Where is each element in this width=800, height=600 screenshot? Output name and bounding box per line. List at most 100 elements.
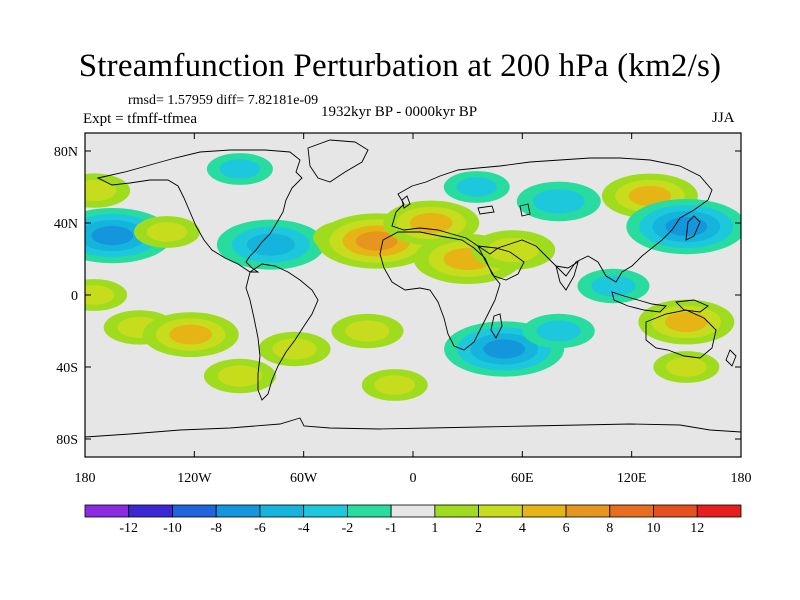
lon-tick-label: 0 — [410, 471, 417, 486]
lat-tick-label: 0 — [71, 289, 78, 304]
contour-fill — [85, 180, 117, 202]
contour-fill — [374, 375, 416, 395]
lon-tick-label: 120E — [617, 471, 647, 486]
colorbar-label: 10 — [647, 521, 661, 536]
lat-tick-label: 80S — [56, 433, 78, 448]
lat-tick-label: 40N — [54, 217, 78, 232]
colorbar-swatch — [172, 504, 217, 518]
colorbar-label: -8 — [210, 521, 222, 536]
lat-tick-label: 40S — [56, 361, 78, 376]
colorbar-swatch — [478, 504, 523, 518]
anomaly-region — [206, 153, 273, 185]
lat-tick-label: 80N — [54, 145, 78, 160]
axis-ticks: 180 120W 60W 0 60E 120E 180 80N 40N 0 40S 80S — [54, 133, 752, 486]
coastline-north-america — [96, 149, 303, 273]
coastline-india — [555, 261, 579, 291]
colorbar-label: 12 — [690, 521, 704, 536]
colorbar-label: -4 — [298, 521, 310, 536]
anomaly-region — [443, 171, 510, 203]
contour-fill — [532, 189, 585, 214]
anomaly-region — [638, 299, 735, 345]
colorbar: -12 -10 -8 -6 -4 -2 -1 1 2 4 6 8 10 12 — [84, 504, 742, 536]
lon-tick-label: 180 — [75, 471, 96, 486]
colorbar-swatch — [653, 504, 698, 518]
coastline-black-sea — [477, 205, 495, 215]
colorbar-swatch — [565, 504, 611, 518]
colorbar-label: -12 — [119, 521, 138, 536]
lon-tick-label: 60E — [511, 471, 534, 486]
colorbar-swatch — [259, 504, 305, 518]
anomaly-region — [516, 181, 601, 222]
coastline-madagascar — [490, 313, 503, 339]
contour-fill — [146, 222, 188, 242]
contour-fill — [91, 226, 134, 246]
lon-tick-label: 60W — [290, 471, 318, 486]
season-label: JJA — [712, 110, 735, 126]
anomaly-region — [577, 268, 650, 304]
rmsd-value: rmsd= 1.57959 — [128, 93, 213, 108]
coastline-eurasia — [391, 157, 713, 283]
coastline-south-america — [245, 263, 319, 401]
contour-fill — [487, 237, 540, 263]
colorbar-label: 1 — [431, 521, 438, 536]
lon-tick-label: 180 — [731, 471, 752, 486]
stats-line: rmsd= 1.57959 diff= 7.82181e-09 — [128, 93, 318, 109]
field-layer — [85, 133, 741, 457]
contour-fill — [272, 338, 317, 360]
colorbar-label: 6 — [563, 521, 570, 536]
anomaly-region — [626, 199, 741, 255]
colorbar-swatch — [434, 504, 480, 518]
coastline-indonesia — [611, 291, 667, 313]
lon-tick-label: 120W — [177, 471, 212, 486]
anomaly-region — [216, 219, 325, 270]
colorbar-swatch — [390, 504, 436, 518]
contour-fill — [85, 285, 115, 305]
contour-fill — [628, 186, 672, 206]
coastline-new-guinea — [675, 299, 709, 313]
anomaly-region — [203, 358, 276, 394]
experiment-label: Expt = tfmff-tfmea — [83, 111, 197, 127]
colorbar-swatch — [696, 504, 742, 518]
anomaly-region — [471, 230, 556, 270]
contour-fill — [409, 213, 453, 233]
anomaly-region — [85, 173, 131, 208]
contour-fill — [591, 275, 636, 297]
period-label: 1932kyr BP - 0000kyr BP — [321, 104, 478, 120]
diff-value: diff= 7.82181e-09 — [216, 93, 319, 108]
contour-fill — [456, 177, 498, 197]
coastline-uk — [401, 195, 411, 209]
colorbar-swatch — [609, 504, 654, 518]
contour-fill — [217, 365, 263, 387]
map-title: Streamfunction Perturbation at 200 hPa (… — [78, 48, 722, 84]
coastline-arabia — [477, 245, 525, 281]
colorbar-label: 8 — [606, 521, 613, 536]
anomaly-region — [142, 312, 239, 357]
contour-fill — [345, 320, 390, 342]
contour-fill — [483, 339, 525, 359]
colorbar-label: -1 — [385, 521, 397, 536]
contour-fill — [665, 217, 708, 237]
anomaly-region — [522, 313, 595, 349]
anomaly-region — [383, 200, 480, 246]
colorbar-swatch — [215, 504, 261, 518]
colorbar-label: -10 — [163, 521, 182, 536]
colorbar-swatch — [521, 504, 567, 518]
coastline-antarctica — [85, 417, 741, 438]
contour-fill — [536, 320, 581, 342]
coastlines — [85, 139, 741, 438]
colorbar-label: -2 — [342, 521, 354, 536]
colorbar-swatch — [346, 504, 392, 518]
anomaly-region — [331, 313, 404, 349]
contour-fill — [169, 324, 213, 345]
contour-fill — [219, 159, 261, 179]
colorbar-label: -6 — [254, 521, 266, 536]
coastline-greenland — [307, 139, 369, 183]
contour-fill — [246, 233, 295, 256]
coastline-australia — [645, 309, 717, 359]
coastline-africa — [379, 231, 501, 351]
anomaly-region — [134, 216, 200, 248]
colorbar-swatch — [128, 504, 173, 518]
anomaly-region — [361, 369, 428, 401]
contour-fill — [355, 231, 398, 251]
